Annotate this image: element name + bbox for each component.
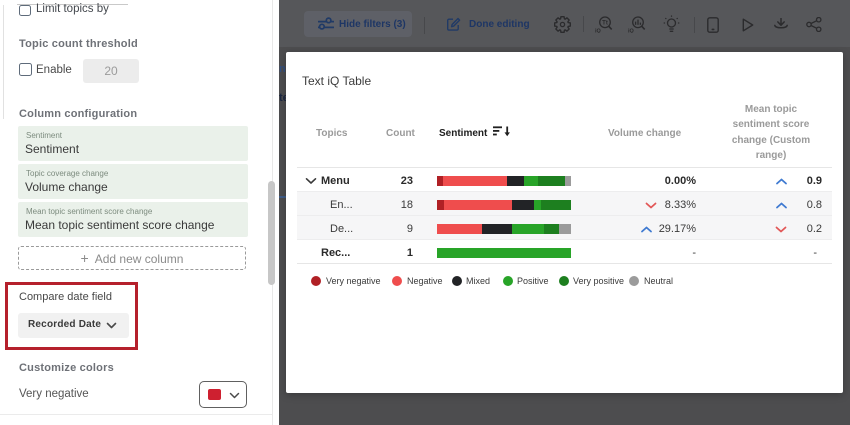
svg-text:iQ: iQ [628, 29, 635, 34]
svg-text:Tt: Tt [602, 20, 608, 26]
svg-text:iQ: iQ [595, 29, 602, 34]
